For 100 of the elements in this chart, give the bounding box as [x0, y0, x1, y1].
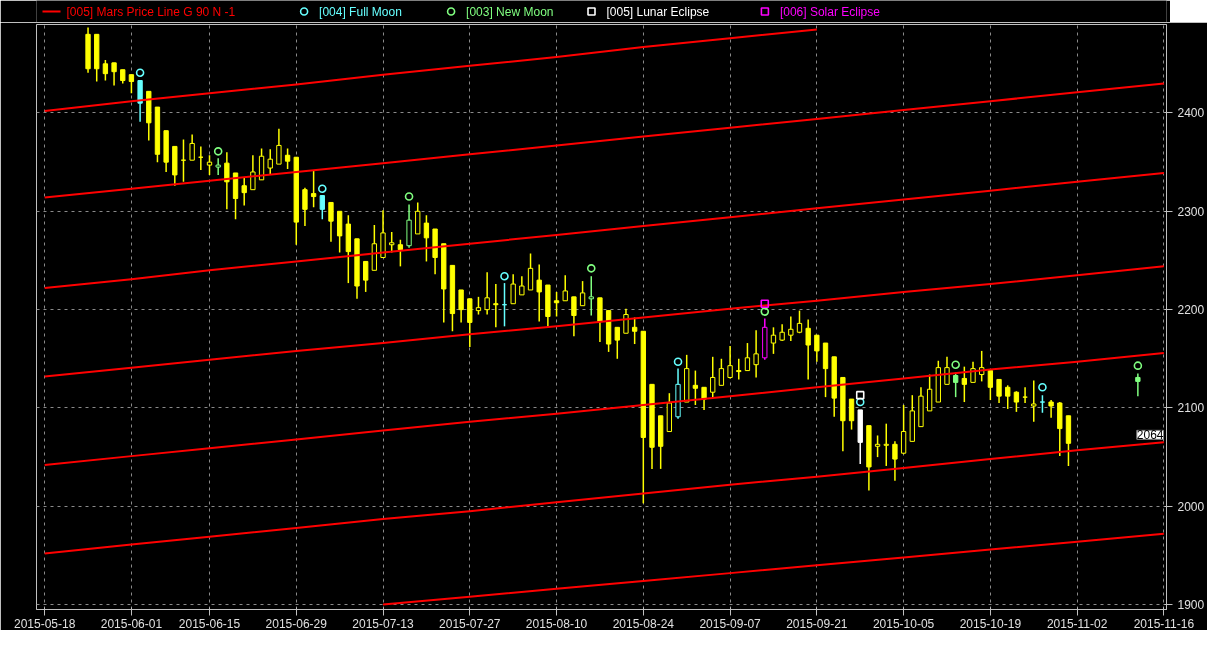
x-tick-label: 2015-07-13 — [352, 616, 415, 631]
legend-label: [004] Full Moon — [319, 4, 402, 19]
y-tick-label: 2200 — [1177, 303, 1205, 318]
candlestick — [710, 356, 716, 398]
x-tick-label: 2015-10-05 — [872, 616, 935, 631]
y-tick-label: 2100 — [1177, 401, 1205, 416]
x-tick-label: 2015-09-07 — [699, 616, 762, 631]
x-tick-label: 2015-06-15 — [178, 616, 241, 631]
point — [404, 192, 414, 201]
point — [213, 147, 223, 156]
candlestick — [770, 326, 777, 355]
point — [673, 357, 683, 367]
candlestick — [415, 201, 421, 235]
x-tick-label: 2015-08-10 — [525, 616, 588, 631]
point — [951, 360, 960, 369]
x-tick-label: 2015-06-29 — [265, 616, 328, 631]
candlestick — [718, 358, 725, 387]
line-series — [43, 351, 1165, 466]
annotation: 2064 — [1136, 428, 1164, 443]
candlestick — [284, 147, 291, 170]
legend-label: [005] Mars Price Line G 90 N -1 — [66, 4, 236, 19]
candlestick — [215, 157, 221, 176]
point — [1133, 361, 1143, 370]
candlestick — [996, 378, 1002, 404]
line-series — [43, 265, 1165, 378]
candlestick — [111, 62, 117, 87]
point — [855, 397, 865, 407]
candlestick — [753, 329, 759, 379]
candlestick — [562, 274, 568, 302]
candlestick — [579, 280, 586, 307]
x-tick-label: 2015-05-18 — [13, 616, 76, 631]
candlestick — [1005, 384, 1011, 410]
line-series — [43, 28, 818, 113]
candlestick — [319, 194, 325, 220]
candlestick — [423, 214, 430, 263]
candlestick — [467, 298, 473, 348]
candlestick — [250, 154, 256, 191]
point — [855, 390, 865, 400]
candlestick — [883, 422, 889, 467]
point — [318, 184, 327, 193]
point — [760, 307, 770, 316]
x-tick-label: 2015-08-24 — [612, 616, 675, 631]
point — [500, 271, 509, 281]
y-tick-label: 2400 — [1177, 106, 1205, 121]
candlestick — [267, 148, 273, 175]
candlestick — [571, 296, 577, 337]
candlestick — [102, 59, 109, 82]
candlestick — [692, 369, 699, 406]
candlestick — [788, 315, 794, 342]
candlestick — [900, 404, 907, 455]
legend-label: [006] Solar Eclipse — [779, 4, 881, 19]
candlestick — [874, 434, 881, 458]
candlestick — [805, 318, 811, 381]
candlestick — [189, 133, 195, 161]
x-tick-label: 2015-10-19 — [959, 616, 1022, 631]
x-tick-label: 2015-11-16 — [1133, 616, 1195, 631]
point — [135, 68, 145, 77]
x-tick-label: 2015-09-21 — [786, 616, 848, 631]
candlestick — [1135, 372, 1141, 397]
candlestick — [848, 398, 855, 431]
candlestick — [536, 263, 542, 323]
line-series — [43, 171, 1165, 289]
candlestick — [397, 239, 404, 268]
candlestick — [241, 176, 247, 207]
candlestick — [597, 297, 603, 343]
point — [760, 299, 770, 309]
candlestick — [206, 154, 213, 176]
candlestick — [944, 356, 950, 386]
x-tick-label: 2015-07-27 — [439, 616, 501, 631]
y-tick-label: 1900 — [1177, 598, 1205, 613]
x-tick-label: 2015-06-01 — [100, 616, 163, 631]
candlestick — [614, 326, 620, 360]
candlestick — [527, 252, 534, 291]
candlestick — [814, 334, 820, 363]
candlestick — [493, 283, 499, 329]
candlestick — [953, 371, 959, 398]
candlestick — [137, 79, 143, 123]
candlestick — [276, 127, 282, 165]
candlestick — [961, 365, 968, 403]
candlestick — [631, 316, 638, 345]
candlestick — [727, 345, 733, 380]
candlestick — [310, 170, 317, 209]
candlestick — [701, 386, 707, 411]
x-tick-label: 2015-11-02 — [1046, 616, 1108, 631]
candlestick — [987, 369, 994, 401]
candlestick — [128, 73, 135, 95]
candlestick — [510, 273, 516, 305]
candlestick — [623, 307, 629, 334]
candlestick — [389, 231, 395, 254]
line-series — [43, 82, 1165, 199]
point — [1038, 383, 1047, 392]
candlestick — [892, 440, 898, 482]
y-tick-label: 2000 — [1177, 499, 1205, 514]
legend-label: [003] New Moon — [466, 4, 554, 19]
candlestick — [458, 289, 464, 324]
candlestick — [224, 151, 230, 211]
candlestick — [1013, 390, 1020, 413]
candlestick — [736, 358, 742, 381]
line-series — [43, 441, 1165, 555]
candlestick — [363, 260, 369, 293]
